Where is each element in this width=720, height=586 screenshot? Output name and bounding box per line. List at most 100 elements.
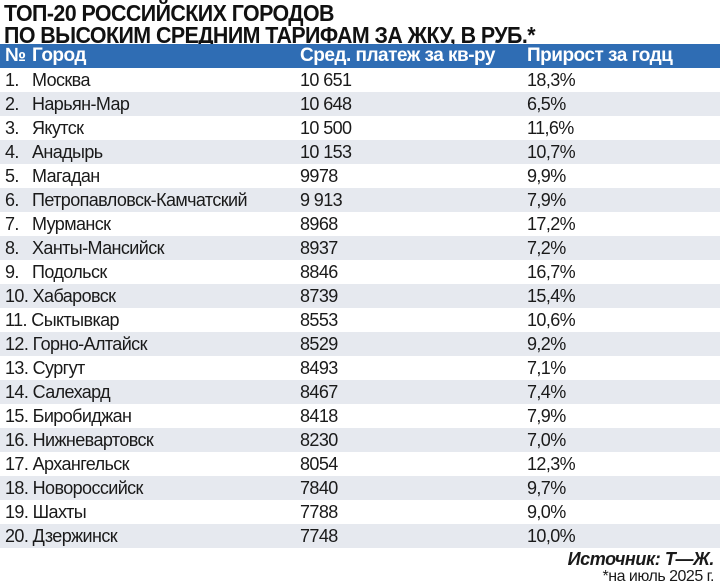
growth-cell: 9,0% bbox=[527, 501, 566, 522]
payment-cell: 9978 bbox=[300, 165, 338, 186]
city-name: Шахты bbox=[32, 501, 87, 522]
payment-cell: 8846 bbox=[300, 261, 338, 282]
city-cell: 13. Сургут bbox=[0, 356, 300, 380]
city-cell: 9. Подольск bbox=[0, 260, 300, 284]
city-cell: 3. Якутск bbox=[0, 116, 300, 140]
growth-cell: 10,0% bbox=[527, 524, 720, 548]
rank: 9. bbox=[5, 261, 19, 282]
city-cell: 14. Салехард bbox=[0, 380, 300, 404]
rank: 13. bbox=[5, 357, 29, 378]
table-row: 2. Нарьян-Мар 10 648 6,5% bbox=[0, 92, 720, 116]
city-name: Москва bbox=[32, 69, 90, 90]
city-name: Анадырь bbox=[32, 141, 103, 162]
city-name: Нарьян-Мар bbox=[32, 93, 130, 114]
payment-cell: 8937 bbox=[300, 236, 527, 260]
city-name: Биробиджан bbox=[32, 405, 132, 426]
payment-cell: 10 500 bbox=[300, 117, 352, 138]
header-growth: Прирост за годц bbox=[527, 44, 720, 68]
growth-cell: 9,9% bbox=[527, 165, 566, 186]
city-name: Нижневартовск bbox=[32, 429, 154, 450]
growth-cell: 7,1% bbox=[527, 357, 566, 378]
city-name: Магадан bbox=[32, 165, 100, 186]
table-row: 13. Сургут 8493 7,1% bbox=[0, 356, 720, 380]
header-city: № Город bbox=[0, 44, 300, 68]
header-payment: Сред. платеж за кв-ру bbox=[300, 44, 527, 68]
growth-cell: 9,7% bbox=[527, 476, 720, 500]
table-row: 18. Новороссийск 7840 9,7% bbox=[0, 476, 720, 500]
rank: 8. bbox=[5, 237, 19, 258]
payment-cell: 8467 bbox=[300, 380, 527, 404]
rank: 14. bbox=[5, 381, 29, 402]
payment-cell: 8553 bbox=[300, 309, 338, 330]
table-row: 17. Архангельск 8054 12,3% bbox=[0, 452, 720, 476]
growth-cell: 9,2% bbox=[527, 332, 720, 356]
table-row: 12. Горно-Алтайск 8529 9,2% bbox=[0, 332, 720, 356]
table-header: № Город Сред. платеж за кв-ру Прирост за … bbox=[0, 44, 720, 68]
city-name: Новороссийск bbox=[32, 477, 144, 498]
payment-cell: 9 913 bbox=[300, 188, 527, 212]
table-row: 10. Хабаровск 8739 15,4% bbox=[0, 284, 720, 308]
city-cell: 11. Сыктывкар bbox=[0, 308, 300, 332]
growth-cell: 10,6% bbox=[527, 309, 576, 330]
city-cell: 2. Нарьян-Мар bbox=[0, 92, 300, 116]
payment-cell: 7788 bbox=[300, 501, 338, 522]
tariffs-table: № Город Сред. платеж за кв-ру Прирост за … bbox=[0, 44, 720, 548]
city-cell: 18. Новороссийск bbox=[0, 476, 300, 500]
table-row: 9. Подольск 8846 16,7% bbox=[0, 260, 720, 284]
city-cell: 4. Анадырь bbox=[0, 140, 300, 164]
rank: 17. bbox=[5, 453, 29, 474]
city-cell: 12. Горно-Алтайск bbox=[0, 332, 300, 356]
city-name: Сыктывкар bbox=[31, 309, 119, 330]
table-row: 11. Сыктывкар 8553 10,6% bbox=[0, 308, 720, 332]
city-name: Петропавловск-Камчатский bbox=[32, 189, 248, 210]
growth-cell: 7,2% bbox=[527, 236, 720, 260]
city-cell: 19. Шахты bbox=[0, 500, 300, 524]
payment-cell: 7748 bbox=[300, 524, 527, 548]
rank: 10. bbox=[5, 285, 29, 306]
growth-cell: 7,4% bbox=[527, 380, 720, 404]
city-cell: 10. Хабаровск bbox=[0, 284, 300, 308]
header-city-label: Город bbox=[32, 45, 86, 66]
rank: 15. bbox=[5, 405, 29, 426]
city-cell: 1. Москва bbox=[0, 68, 300, 92]
city-name: Архангельск bbox=[32, 453, 130, 474]
table-row: 20. Дзержинск 7748 10,0% bbox=[0, 524, 720, 548]
rank: 4. bbox=[5, 141, 19, 162]
table-row: 6. Петропавловск-Камчатский 9 913 7,9% bbox=[0, 188, 720, 212]
growth-cell: 6,5% bbox=[527, 92, 720, 116]
footnote: *на июль 2025 г. bbox=[602, 568, 715, 585]
rank: 3. bbox=[5, 117, 19, 138]
city-name: Сургут bbox=[32, 357, 86, 378]
payment-cell: 8968 bbox=[300, 213, 338, 234]
city-name: Салехард bbox=[32, 381, 111, 402]
payment-cell: 7840 bbox=[300, 476, 527, 500]
growth-cell: 11,6% bbox=[527, 117, 574, 138]
payment-cell: 10 153 bbox=[300, 140, 527, 164]
payment-cell: 8054 bbox=[300, 453, 338, 474]
growth-cell: 15,4% bbox=[527, 284, 720, 308]
header-num: № bbox=[5, 45, 26, 66]
table-row: 16. Нижневартовск 8230 7,0% bbox=[0, 428, 720, 452]
city-cell: 16. Нижневартовск bbox=[0, 428, 300, 452]
rank: 20. bbox=[5, 525, 29, 546]
table-row: 3. Якутск 10 500 11,6% bbox=[0, 116, 720, 140]
growth-cell: 7,9% bbox=[527, 405, 566, 426]
city-name: Подольск bbox=[32, 261, 107, 282]
rank: 18. bbox=[5, 477, 29, 498]
payment-cell: 8739 bbox=[300, 284, 527, 308]
payment-cell: 10 648 bbox=[300, 92, 527, 116]
city-name: Дзержинск bbox=[32, 525, 118, 546]
table-row: 1. Москва 10 651 18,3% bbox=[0, 68, 720, 92]
table-row: 8. Ханты-Мансийск 8937 7,2% bbox=[0, 236, 720, 260]
city-name: Якутск bbox=[32, 117, 84, 138]
rank: 7. bbox=[5, 213, 19, 234]
rank: 1. bbox=[5, 69, 19, 90]
payment-cell: 8230 bbox=[300, 428, 527, 452]
city-name: Мурманск bbox=[32, 213, 111, 234]
page-title: ТОП-20 РОССИЙСКИХ ГОРОДОВ ПО ВЫСОКИМ СРЕ… bbox=[4, 2, 536, 47]
city-cell: 17. Архангельск bbox=[0, 452, 300, 476]
city-cell: 20. Дзержинск bbox=[0, 524, 300, 548]
rank: 11. bbox=[5, 309, 27, 330]
payment-cell: 8418 bbox=[300, 405, 338, 426]
rank: 16. bbox=[5, 429, 29, 450]
